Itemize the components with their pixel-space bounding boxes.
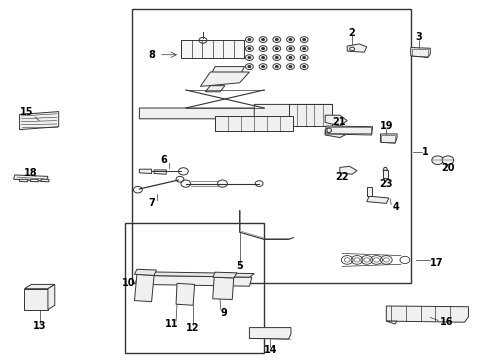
Circle shape	[441, 156, 453, 165]
Circle shape	[302, 39, 305, 41]
Circle shape	[275, 57, 278, 59]
Polygon shape	[200, 72, 249, 86]
Circle shape	[275, 66, 278, 68]
Text: 8: 8	[148, 50, 155, 60]
Circle shape	[261, 48, 264, 50]
Text: 7: 7	[148, 198, 155, 208]
Circle shape	[261, 66, 264, 68]
Polygon shape	[20, 112, 59, 130]
Polygon shape	[30, 179, 38, 182]
Polygon shape	[139, 272, 254, 277]
Text: 20: 20	[440, 163, 454, 174]
Bar	[381, 135, 394, 142]
Bar	[326, 127, 370, 133]
Bar	[411, 49, 427, 56]
Polygon shape	[382, 167, 387, 170]
Polygon shape	[325, 130, 346, 138]
Polygon shape	[346, 44, 366, 52]
Polygon shape	[139, 275, 251, 286]
Circle shape	[288, 57, 291, 59]
Bar	[132, 9, 410, 283]
Polygon shape	[134, 274, 154, 302]
Polygon shape	[366, 196, 388, 203]
Polygon shape	[181, 40, 244, 58]
Polygon shape	[249, 328, 290, 339]
Text: 9: 9	[220, 308, 227, 318]
Text: 16: 16	[439, 317, 453, 327]
Polygon shape	[212, 277, 233, 300]
Polygon shape	[139, 169, 151, 174]
Polygon shape	[325, 115, 346, 126]
Text: 17: 17	[428, 258, 442, 268]
Polygon shape	[254, 104, 332, 126]
Polygon shape	[380, 134, 396, 143]
Circle shape	[261, 39, 264, 41]
Text: 6: 6	[160, 155, 167, 165]
Text: 18: 18	[23, 168, 37, 178]
Text: 23: 23	[379, 179, 392, 189]
Circle shape	[302, 66, 305, 68]
Polygon shape	[410, 48, 429, 58]
Polygon shape	[366, 187, 371, 196]
Text: 1: 1	[421, 147, 428, 157]
Polygon shape	[24, 284, 55, 289]
Polygon shape	[386, 306, 468, 322]
Circle shape	[275, 39, 278, 41]
Polygon shape	[339, 166, 356, 174]
Polygon shape	[210, 67, 244, 76]
Circle shape	[247, 39, 250, 41]
Polygon shape	[215, 116, 293, 131]
Text: 10: 10	[122, 278, 135, 288]
Polygon shape	[48, 284, 55, 310]
Text: 13: 13	[33, 321, 47, 331]
Text: 22: 22	[335, 172, 348, 183]
Bar	[382, 170, 387, 178]
Circle shape	[275, 48, 278, 50]
Polygon shape	[41, 179, 49, 182]
Circle shape	[247, 66, 250, 68]
Polygon shape	[134, 269, 156, 275]
Circle shape	[247, 48, 250, 50]
Circle shape	[431, 156, 443, 165]
Polygon shape	[288, 104, 331, 126]
Polygon shape	[205, 86, 224, 92]
Bar	[124, 223, 264, 353]
Circle shape	[288, 48, 291, 50]
Text: 12: 12	[186, 323, 200, 333]
Text: 4: 4	[392, 202, 399, 212]
Polygon shape	[154, 170, 166, 174]
Text: 2: 2	[348, 28, 355, 38]
Polygon shape	[386, 321, 396, 324]
Polygon shape	[176, 283, 194, 305]
Circle shape	[288, 39, 291, 41]
Text: 14: 14	[263, 345, 277, 355]
Circle shape	[302, 48, 305, 50]
Polygon shape	[139, 108, 259, 119]
Circle shape	[302, 57, 305, 59]
Circle shape	[288, 66, 291, 68]
Text: 5: 5	[236, 261, 243, 271]
Text: 21: 21	[331, 117, 345, 127]
Text: 19: 19	[379, 121, 392, 131]
Polygon shape	[212, 272, 237, 278]
Polygon shape	[14, 175, 48, 181]
Text: 3: 3	[415, 32, 422, 42]
Text: 11: 11	[165, 319, 179, 329]
Circle shape	[247, 57, 250, 59]
Circle shape	[261, 57, 264, 59]
Polygon shape	[325, 126, 372, 135]
Polygon shape	[20, 179, 27, 182]
Text: 15: 15	[20, 107, 34, 117]
Bar	[24, 289, 48, 310]
